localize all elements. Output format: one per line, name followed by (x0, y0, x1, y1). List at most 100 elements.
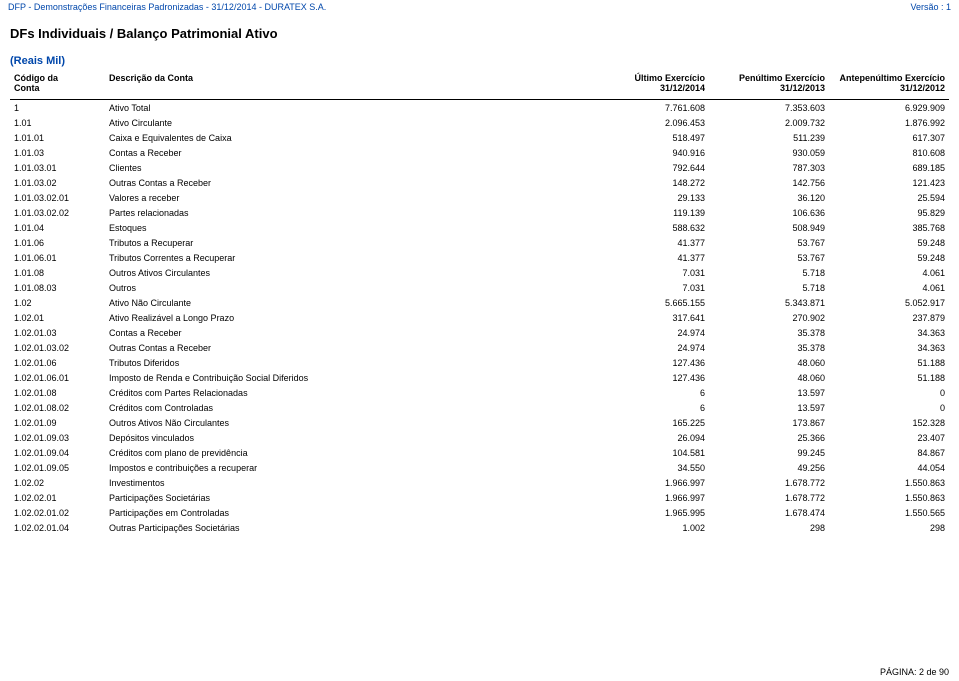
cell-ultimo: 1.965.995 (589, 505, 709, 520)
cell-codigo: 1.01.03.02.02 (10, 205, 105, 220)
cell-descricao: Impostos e contribuições a recuperar (105, 460, 589, 475)
cell-descricao: Imposto de Renda e Contribuição Social D… (105, 370, 589, 385)
cell-penultimo: 25.366 (709, 430, 829, 445)
cell-descricao: Participações em Controladas (105, 505, 589, 520)
cell-codigo: 1.02.02.01 (10, 490, 105, 505)
table-row: 1.01.06Tributos a Recuperar41.37753.7675… (10, 235, 949, 250)
cell-codigo: 1.02.01 (10, 310, 105, 325)
table-row: 1.02.01.08Créditos com Partes Relacionad… (10, 385, 949, 400)
table-row: 1Ativo Total7.761.6087.353.6036.929.909 (10, 100, 949, 116)
cell-penultimo: 48.060 (709, 355, 829, 370)
cell-antepenultimo: 617.307 (829, 130, 949, 145)
table-row: 1.01.08Outros Ativos Circulantes7.0315.7… (10, 265, 949, 280)
cell-codigo: 1.02.02.01.02 (10, 505, 105, 520)
cell-ultimo: 317.641 (589, 310, 709, 325)
cell-antepenultimo: 6.929.909 (829, 100, 949, 116)
cell-codigo: 1.02 (10, 295, 105, 310)
version-label: Versão : 1 (910, 2, 951, 12)
cell-antepenultimo: 152.328 (829, 415, 949, 430)
cell-ultimo: 792.644 (589, 160, 709, 175)
table-row: 1.02.01.03.02Outras Contas a Receber24.9… (10, 340, 949, 355)
cell-penultimo: 5.718 (709, 280, 829, 295)
cell-penultimo: 5.718 (709, 265, 829, 280)
table-row: 1.01.04Estoques588.632508.949385.768 (10, 220, 949, 235)
cell-codigo: 1.01.06.01 (10, 250, 105, 265)
cell-codigo: 1.02.01.06.01 (10, 370, 105, 385)
cell-ultimo: 1.966.997 (589, 475, 709, 490)
page-title: DFs Individuais / Balanço Patrimonial At… (10, 26, 949, 41)
cell-antepenultimo: 23.407 (829, 430, 949, 445)
cell-descricao: Investimentos (105, 475, 589, 490)
table-row: 1.01.03.02Outras Contas a Receber148.272… (10, 175, 949, 190)
cell-penultimo: 36.120 (709, 190, 829, 205)
cell-ultimo: 1.966.997 (589, 490, 709, 505)
cell-codigo: 1.02.02.01.04 (10, 520, 105, 535)
cell-descricao: Depósitos vinculados (105, 430, 589, 445)
cell-antepenultimo: 51.188 (829, 370, 949, 385)
cell-descricao: Outros Ativos Não Circulantes (105, 415, 589, 430)
cell-antepenultimo: 95.829 (829, 205, 949, 220)
cell-codigo: 1.01.08 (10, 265, 105, 280)
cell-penultimo: 142.756 (709, 175, 829, 190)
cell-codigo: 1.01.03 (10, 145, 105, 160)
table-row: 1.01.08.03Outros7.0315.7184.061 (10, 280, 949, 295)
cell-penultimo: 49.256 (709, 460, 829, 475)
cell-penultimo: 173.867 (709, 415, 829, 430)
cell-descricao: Caixa e Equivalentes de Caixa (105, 130, 589, 145)
table-row: 1.02.01.06.01Imposto de Renda e Contribu… (10, 370, 949, 385)
table-row: 1.02Ativo Não Circulante5.665.1555.343.8… (10, 295, 949, 310)
cell-codigo: 1.01.03.02 (10, 175, 105, 190)
cell-codigo: 1.02.01.09.03 (10, 430, 105, 445)
cell-codigo: 1.01.01 (10, 130, 105, 145)
cell-antepenultimo: 1.550.863 (829, 475, 949, 490)
doc-title: DFP - Demonstrações Financeiras Padroniz… (8, 2, 326, 12)
cell-antepenultimo: 59.248 (829, 235, 949, 250)
cell-penultimo: 53.767 (709, 235, 829, 250)
cell-descricao: Ativo Circulante (105, 115, 589, 130)
table-row: 1.01.06.01Tributos Correntes a Recuperar… (10, 250, 949, 265)
table-row: 1.02.01.09.05Impostos e contribuições a … (10, 460, 949, 475)
cell-codigo: 1.02.01.03.02 (10, 340, 105, 355)
cell-codigo: 1.02.01.08 (10, 385, 105, 400)
subtitle: (Reais Mil) (10, 55, 949, 67)
cell-ultimo: 1.002 (589, 520, 709, 535)
cell-penultimo: 53.767 (709, 250, 829, 265)
cell-penultimo: 270.902 (709, 310, 829, 325)
cell-descricao: Ativo Total (105, 100, 589, 116)
cell-penultimo: 511.239 (709, 130, 829, 145)
cell-codigo: 1.02.01.09.05 (10, 460, 105, 475)
cell-ultimo: 588.632 (589, 220, 709, 235)
cell-ultimo: 24.974 (589, 325, 709, 340)
footer-page-label: PÁGINA: 2 de 90 (880, 667, 949, 677)
cell-penultimo: 930.059 (709, 145, 829, 160)
col-header-codigo: Código daConta (10, 71, 105, 100)
cell-descricao: Tributos Diferidos (105, 355, 589, 370)
cell-antepenultimo: 385.768 (829, 220, 949, 235)
cell-ultimo: 165.225 (589, 415, 709, 430)
cell-descricao: Clientes (105, 160, 589, 175)
cell-codigo: 1.02.01.03 (10, 325, 105, 340)
cell-antepenultimo: 1.550.565 (829, 505, 949, 520)
cell-penultimo: 1.678.772 (709, 490, 829, 505)
cell-penultimo: 298 (709, 520, 829, 535)
col-header-penultimo: Penúltimo Exercício31/12/2013 (709, 71, 829, 100)
cell-ultimo: 2.096.453 (589, 115, 709, 130)
cell-ultimo: 6 (589, 385, 709, 400)
cell-ultimo: 5.665.155 (589, 295, 709, 310)
table-row: 1.01Ativo Circulante2.096.4532.009.7321.… (10, 115, 949, 130)
cell-penultimo: 35.378 (709, 325, 829, 340)
table-row: 1.02.01.09Outros Ativos Não Circulantes1… (10, 415, 949, 430)
table-row: 1.02.02.01.02Participações em Controlada… (10, 505, 949, 520)
cell-descricao: Outras Contas a Receber (105, 340, 589, 355)
cell-codigo: 1.02.01.09.04 (10, 445, 105, 460)
cell-codigo: 1.01.08.03 (10, 280, 105, 295)
table-row: 1.01.03Contas a Receber940.916930.059810… (10, 145, 949, 160)
cell-penultimo: 35.378 (709, 340, 829, 355)
cell-descricao: Outros (105, 280, 589, 295)
cell-ultimo: 41.377 (589, 250, 709, 265)
cell-codigo: 1.01.06 (10, 235, 105, 250)
cell-descricao: Ativo Não Circulante (105, 295, 589, 310)
cell-penultimo: 1.678.772 (709, 475, 829, 490)
cell-antepenultimo: 34.363 (829, 325, 949, 340)
cell-codigo: 1.02.01.08.02 (10, 400, 105, 415)
